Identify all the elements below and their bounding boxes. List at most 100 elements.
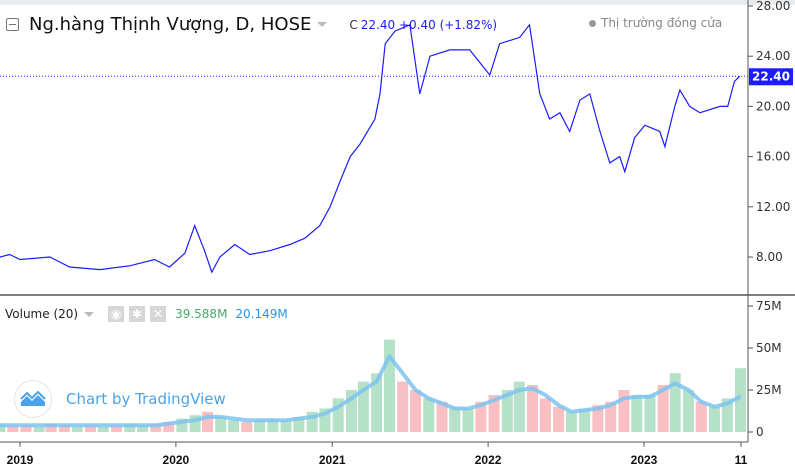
volume-bar bbox=[605, 401, 617, 432]
volume-bar bbox=[20, 425, 32, 432]
volume-legend: Volume (20) ◉ ✱ ✕ 39.588M 20.149M bbox=[5, 306, 288, 322]
volume-bar bbox=[721, 398, 733, 432]
volume-bar bbox=[332, 398, 344, 432]
volume-bar bbox=[631, 395, 643, 432]
volume-bar bbox=[215, 416, 227, 432]
volume-bar bbox=[527, 384, 539, 432]
volume-bar bbox=[7, 425, 19, 432]
volume-bar bbox=[357, 381, 369, 432]
volume-tick-label: 50M bbox=[756, 341, 782, 355]
symbol-title[interactable]: Ng.hàng Thịnh Vượng, D, HOSE bbox=[29, 14, 312, 35]
volume-title[interactable]: Volume (20) bbox=[5, 307, 79, 321]
volume-bar bbox=[462, 408, 474, 432]
volume-bar bbox=[58, 425, 70, 432]
volume-bar bbox=[513, 381, 525, 432]
close-icon[interactable]: ✕ bbox=[150, 306, 167, 322]
volume-bar bbox=[45, 423, 57, 432]
volume-bar bbox=[319, 408, 331, 432]
price-tick-label: 20.00 bbox=[756, 99, 790, 113]
volume-bar bbox=[618, 390, 630, 432]
volume-ma-line bbox=[0, 354, 742, 428]
volume-bar bbox=[579, 408, 591, 432]
close-key: C bbox=[349, 17, 358, 32]
volume-bar bbox=[293, 416, 305, 432]
volume-bar bbox=[189, 415, 201, 432]
volume-bar bbox=[267, 418, 279, 432]
volume-tick-label: 75M bbox=[756, 299, 782, 313]
volume-bar bbox=[176, 418, 188, 432]
volume-bar bbox=[475, 401, 487, 432]
market-status: Thị trường đóng cửa bbox=[589, 16, 722, 30]
price-axis: 28.00 24.00 20.00 16.00 12.00 8.00 bbox=[748, 0, 790, 264]
volume-bar bbox=[137, 425, 149, 432]
gear-icon[interactable]: ✱ bbox=[129, 306, 146, 322]
volume-bar bbox=[539, 398, 551, 432]
last-price-label: 22.40 bbox=[749, 68, 793, 86]
volume-bar bbox=[241, 421, 253, 432]
branding-text: Chart by TradingView bbox=[66, 390, 226, 408]
price-tick-label: 12.00 bbox=[756, 200, 790, 214]
volume-bar bbox=[111, 425, 123, 432]
chevron-down-icon[interactable] bbox=[317, 22, 328, 27]
volume-bar bbox=[0, 423, 6, 432]
volume-bar bbox=[436, 401, 448, 432]
time-tick-label: 2019 bbox=[7, 453, 34, 467]
time-tick-label: 11 bbox=[735, 453, 748, 467]
close-value: 22.40 bbox=[360, 17, 396, 32]
volume-bar bbox=[735, 368, 747, 432]
volume-bar bbox=[163, 421, 175, 432]
volume-bar bbox=[124, 423, 136, 432]
volume-ma-value: 20.149M bbox=[235, 307, 288, 321]
volume-bar bbox=[449, 406, 461, 432]
change-value: +0.40 bbox=[398, 17, 436, 32]
volume-bar bbox=[695, 401, 707, 432]
volume-tick-label: 25M bbox=[756, 383, 782, 397]
volume-bar bbox=[708, 406, 720, 432]
volume-bar bbox=[565, 411, 577, 432]
volume-bar bbox=[397, 381, 409, 432]
time-tick-label: 2021 bbox=[319, 453, 346, 467]
volume-bar bbox=[254, 420, 266, 432]
time-tick-label: 2023 bbox=[631, 453, 658, 467]
volume-tick-label: 0 bbox=[756, 425, 764, 439]
volume-bar bbox=[71, 426, 83, 432]
change-percent: (+1.82%) bbox=[439, 17, 498, 32]
market-status-text: Thị trường đóng cửa bbox=[601, 16, 723, 30]
volume-bar bbox=[644, 395, 656, 432]
volume-bar bbox=[682, 390, 694, 432]
status-dot-icon bbox=[589, 20, 596, 27]
volume-bar bbox=[150, 423, 162, 432]
volume-bar bbox=[33, 426, 45, 432]
volume-bar bbox=[383, 339, 395, 432]
volume-bar bbox=[488, 395, 500, 432]
volume-bar bbox=[97, 426, 109, 432]
volume-bar bbox=[306, 411, 318, 432]
collapse-icon[interactable] bbox=[6, 18, 19, 31]
top-toolbar-strip bbox=[0, 0, 795, 5]
price-line bbox=[0, 23, 741, 274]
ohlc-values: C 22.40 +0.40 (+1.82%) bbox=[349, 18, 497, 32]
time-axis: 2019 2020 2021 2022 2023 11 bbox=[7, 442, 748, 467]
price-tick-label: 16.00 bbox=[756, 150, 790, 164]
volume-bar bbox=[553, 406, 565, 432]
volume-bar bbox=[592, 405, 604, 432]
volume-bar bbox=[657, 384, 669, 432]
volume-bar bbox=[84, 425, 96, 432]
volume-bar bbox=[280, 420, 292, 432]
price-tick-label: 28.00 bbox=[756, 0, 790, 13]
volume-bar bbox=[228, 420, 240, 432]
volume-bar bbox=[345, 390, 357, 432]
eye-icon[interactable]: ◉ bbox=[108, 306, 125, 322]
volume-bar bbox=[201, 411, 213, 432]
volume-axis: 75M 50M 25M 0 bbox=[748, 299, 782, 439]
chevron-down-icon[interactable] bbox=[84, 311, 95, 317]
price-tick-label: 24.00 bbox=[756, 49, 790, 63]
time-tick-label: 2020 bbox=[163, 453, 190, 467]
tradingview-branding[interactable]: Chart by TradingView bbox=[14, 380, 226, 418]
price-tick-label: 8.00 bbox=[756, 250, 783, 264]
volume-bar bbox=[423, 398, 435, 432]
volume-bars bbox=[0, 339, 747, 432]
volume-bar bbox=[409, 390, 421, 432]
symbol-legend: Ng.hàng Thịnh Vượng, D, HOSE C 22.40 +0.4… bbox=[6, 14, 497, 35]
